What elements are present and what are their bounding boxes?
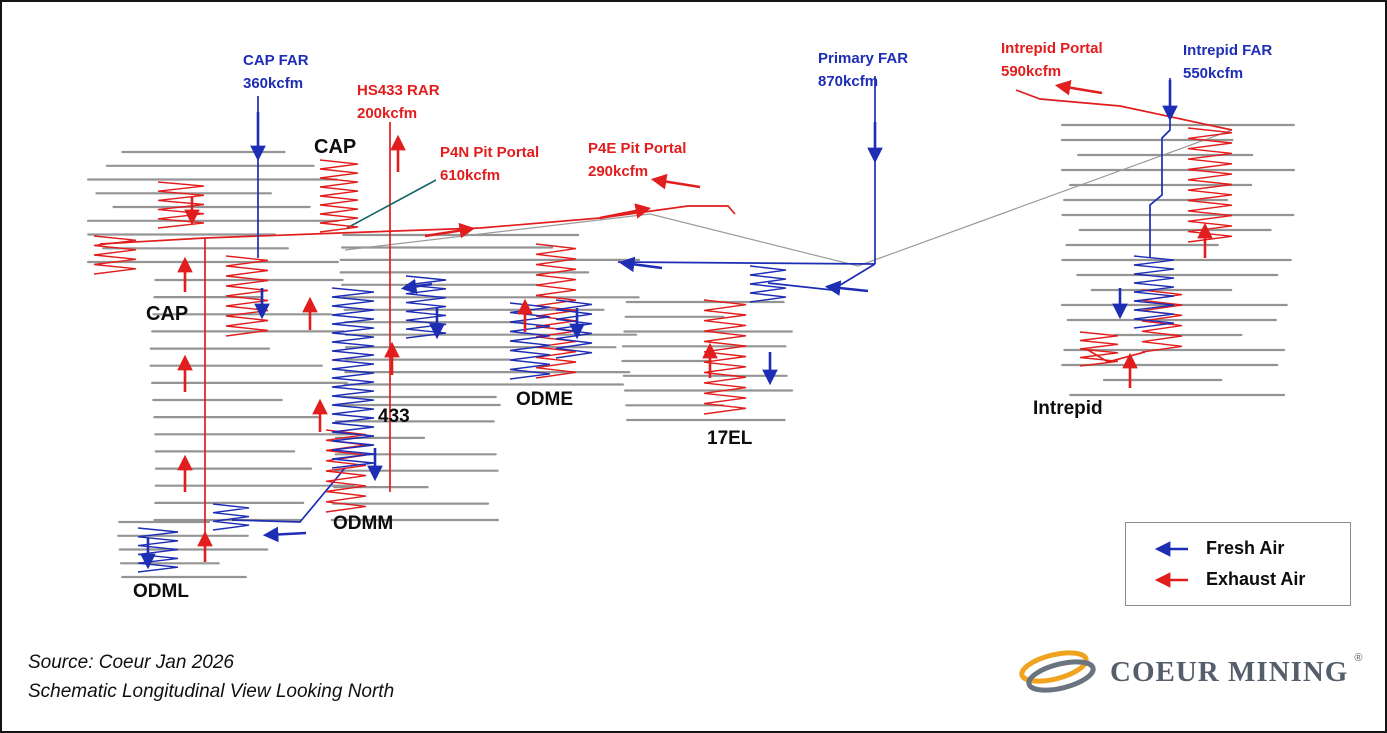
p4n-pointer-line [346, 179, 437, 229]
odml-levels [117, 520, 269, 579]
area-label-odme: ODME [516, 389, 573, 410]
coil-intrepid-lower [1079, 331, 1119, 367]
area-label-intrepid: Intrepid [1033, 398, 1103, 419]
annotation-intrepid-portal: Intrepid Portal 590kcfm [1001, 38, 1103, 83]
17el-levels [621, 300, 794, 422]
logo-registered-mark: ® [1354, 652, 1363, 664]
coil-17el [703, 299, 747, 415]
legend-fresh-air-label: Fresh Air [1206, 538, 1285, 558]
flow-arrow-left [650, 173, 701, 190]
legend-exhaust-air-row: Exhaust Air [1146, 569, 1330, 590]
logo-wordmark: COEUR MINING [1110, 655, 1349, 688]
coil-far-left [93, 235, 137, 275]
cap-upper-levels [86, 150, 339, 264]
flow-arrow-right [424, 222, 476, 239]
annotation-intrepid-far: Intrepid FAR 550kcfm [1183, 40, 1272, 85]
area-label-cap-upper: CAP [314, 136, 357, 158]
annotation-value: 610kcfm [440, 166, 501, 184]
fresh-crosscut-line [617, 261, 876, 265]
flow-arrow-left [262, 526, 307, 543]
flow-arrow-left [400, 278, 433, 295]
intrepid-levels [1060, 123, 1296, 397]
annotation-value: 870kcfm [818, 72, 879, 90]
area-label-433: 433 [378, 406, 410, 427]
long-drift-connector-line [344, 129, 1233, 267]
annotation-value: 360kcfm [243, 74, 304, 92]
annotation-name: CAP FAR [243, 52, 309, 69]
fresh-air-arrow-icon [1154, 540, 1188, 557]
mid-433-odme-levels [339, 233, 641, 399]
annotation-value: 200kcfm [357, 104, 418, 122]
legend-box: Fresh Air Exhaust Air [1125, 522, 1351, 606]
annotation-value: 290kcfm [588, 162, 649, 180]
footer-caption-block: Source: Coeur Jan 2026 Schematic Longitu… [28, 648, 394, 707]
area-label-odml: ODML [133, 581, 189, 602]
annotation-name: Intrepid Portal [1001, 40, 1103, 57]
logo-mark-icon [1019, 650, 1096, 693]
area-label-odmm: ODMM [333, 513, 394, 534]
exhaust-main-drift-line [99, 205, 736, 245]
fresh-air-arrows [140, 80, 1178, 570]
legend-exhaust-air-label: Exhaust Air [1206, 569, 1306, 589]
ramp-433-lower-levels [330, 403, 501, 522]
annotation-name: P4E Pit Portal [588, 140, 687, 157]
annotation-name: HS433 RAR [357, 82, 440, 99]
flow-arrow-right [599, 203, 652, 220]
coil-odme-west [509, 302, 551, 380]
exhaust-air-arrows [177, 80, 1213, 562]
annotation-value: 590kcfm [1001, 62, 1062, 80]
footer-caption: Schematic Longitudinal View Looking Nort… [28, 681, 395, 703]
annotation-name: Primary FAR [818, 50, 909, 67]
annotation-cap-far: CAP FAR 360kcfm [243, 50, 309, 95]
annotation-primary-far: Primary FAR 870kcfm [818, 48, 908, 93]
exhaust-ramp-coils [93, 127, 1233, 513]
annotation-name: P4N Pit Portal [440, 144, 540, 161]
annotation-name: Intrepid FAR [1183, 42, 1273, 59]
coil-cap-topleft [157, 181, 205, 229]
flow-arrow-left [824, 280, 869, 296]
coil-cap-upper [319, 159, 359, 233]
annotation-value: 550kcfm [1183, 64, 1244, 82]
coil-odme-east [555, 299, 593, 359]
exhaust-air-arrow-icon [1154, 571, 1188, 588]
flow-arrow-left [618, 256, 663, 273]
annotation-p4n-pit-portal: P4N Pit Portal 610kcfm [440, 142, 539, 187]
coeur-mining-logo: COEUR MINING ® [1008, 646, 1362, 698]
area-label-17el: 17EL [707, 428, 753, 449]
coil-cap-mid [225, 255, 269, 337]
annotation-hs433-rar: HS433 RAR 200kcfm [357, 80, 440, 125]
footer-source: Source: Coeur Jan 2026 [28, 652, 234, 673]
fresh-branch-line [767, 263, 876, 291]
coil-intrepid-fresh [1133, 255, 1175, 329]
annotation-p4e-pit-portal: P4E Pit Portal 290kcfm [588, 138, 686, 183]
flow-arrow-left [1054, 80, 1103, 96]
legend-fresh-air-row: Fresh Air [1146, 538, 1330, 559]
coil-17el-top [749, 265, 787, 303]
coil-odmm [212, 503, 250, 531]
fresh-ramp-coils [137, 255, 1175, 573]
fresh-odmm-line [231, 467, 346, 523]
area-label-cap-lower: CAP [146, 303, 189, 325]
fresh-intrepid-far-line [1149, 78, 1171, 258]
coil-433-main [331, 287, 375, 469]
